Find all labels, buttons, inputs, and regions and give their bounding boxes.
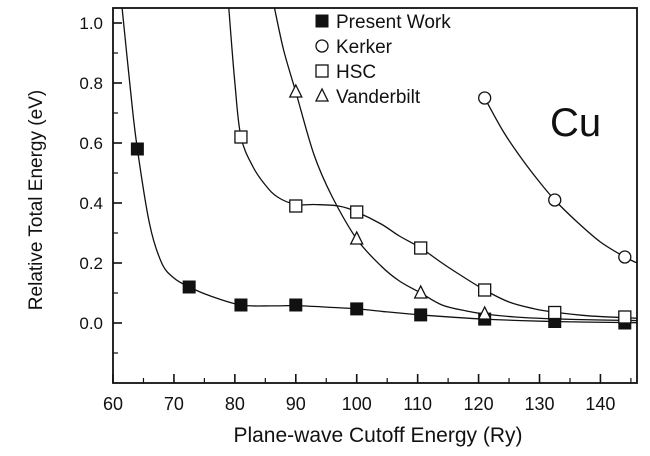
data-point-hsc	[478, 283, 492, 297]
legend-label-vanderbilt: Vanderbilt	[336, 87, 421, 108]
y-axis-label: Relative Total Energy (eV)	[26, 90, 47, 310]
data-point-kerker	[618, 250, 632, 264]
legend-label-kerker: Kerker	[336, 37, 393, 58]
y-tick-label: 0.4	[79, 194, 103, 213]
data-point-present-work	[414, 308, 428, 322]
chart-annotation: Cu	[550, 101, 601, 145]
y-tick-label: 0.0	[79, 314, 103, 333]
data-point-hsc	[234, 130, 248, 144]
series-markers	[130, 83, 632, 330]
x-tick-label: 70	[164, 394, 184, 414]
x-tick-label: 120	[464, 394, 494, 414]
data-point-hsc	[350, 205, 364, 219]
legend: Present Work Kerker HSC Vanderbilt	[314, 12, 451, 108]
series-line-vanderbilt	[273, 8, 637, 322]
data-point-present-work	[234, 298, 248, 312]
plot-frame	[112, 7, 638, 384]
data-point-present-work	[289, 298, 303, 312]
data-point-hsc	[618, 310, 632, 324]
legend-marker-hsc	[315, 64, 329, 78]
data-point-hsc	[548, 305, 562, 320]
x-tick-label: 110	[403, 394, 432, 414]
legend-label-present-work: Present Work	[336, 12, 451, 33]
x-tick-label: 80	[225, 394, 245, 414]
x-axis-label: Plane-wave Cutoff Energy (Ry)	[233, 424, 522, 447]
y-tick-label: 0.6	[79, 134, 103, 153]
data-point-vanderbilt	[288, 83, 303, 98]
legend-marker-kerker	[315, 39, 329, 53]
data-point-kerker	[478, 91, 492, 105]
data-point-vanderbilt	[413, 284, 428, 299]
legend-label-hsc: HSC	[336, 62, 376, 83]
data-point-vanderbilt	[349, 230, 364, 245]
y-tick-label: 0.8	[79, 74, 103, 93]
x-tick-label: 140	[585, 394, 615, 414]
x-tick-label: 130	[524, 394, 554, 414]
legend-marker-vanderbilt	[314, 87, 330, 102]
plot-area	[112, 7, 638, 384]
data-point-kerker	[548, 193, 562, 207]
data-point-vanderbilt	[477, 305, 492, 320]
data-point-present-work	[182, 280, 196, 294]
y-tick-label: 0.2	[79, 254, 103, 273]
y-axis: 0.0 0.2 0.4 0.6 0.8 1.0	[79, 14, 122, 354]
x-tick-label: 90	[286, 394, 306, 414]
x-tick-label: 100	[342, 394, 372, 414]
data-point-hsc	[289, 199, 303, 213]
x-axis: 60 70 80 90 100 110 120 130 140	[103, 374, 632, 414]
y-tick-label: 1.0	[79, 14, 103, 33]
x-tick-label: 60	[103, 394, 123, 414]
data-point-hsc	[414, 241, 428, 255]
series-line-hsc	[228, 8, 637, 319]
legend-marker-present-work	[315, 14, 329, 28]
data-point-present-work	[130, 142, 144, 156]
data-point-present-work	[350, 302, 364, 316]
